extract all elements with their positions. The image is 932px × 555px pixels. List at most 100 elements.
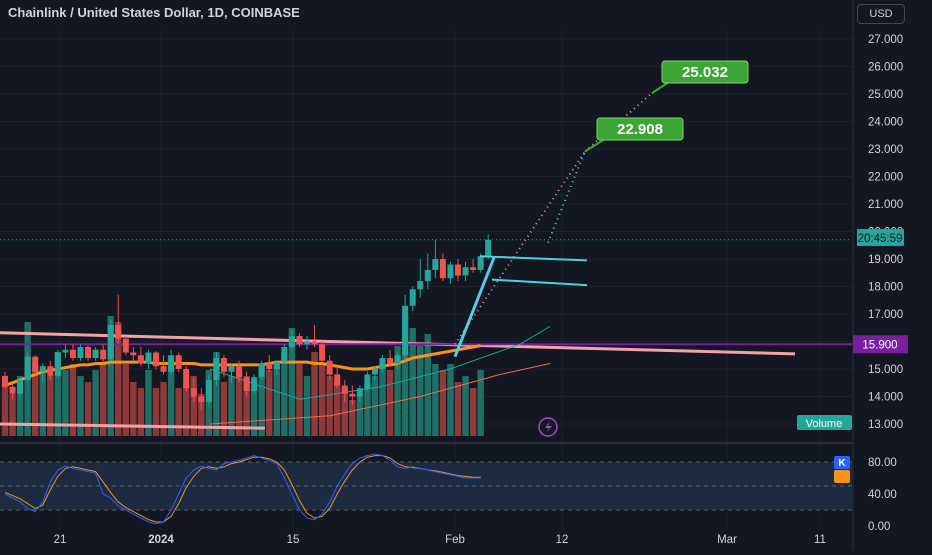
volume-bar [235,370,243,436]
candle-body [296,336,303,345]
price-axis-label: 21.000 [868,199,903,211]
candle-body [417,281,424,290]
candle-body [47,366,54,376]
volume-bar [130,382,137,436]
volume-bar [250,388,258,436]
volume-bar [84,382,92,436]
volume-bar [334,382,341,436]
candle-body [311,341,318,345]
candle-body [220,358,227,372]
volume-bar [167,364,175,436]
candle-body [198,396,205,402]
target-label-box [596,117,684,141]
candle-body [394,355,401,364]
price-axis-label: 17.000 [868,309,903,321]
volume-bar [409,328,416,436]
candle-body [258,363,265,378]
time-axis-label: Mar [717,534,737,546]
candle-body [85,347,92,358]
oscillator-d-tag [834,470,850,483]
oscillator-d-line [4,455,481,523]
volume-bar [77,376,84,436]
candle-body [228,366,235,372]
candle-body [54,352,61,376]
volume-bar [341,388,348,436]
volume-bar [447,364,454,436]
projection-line-cyan [547,151,586,243]
price-axis-label: 13.000 [868,419,903,431]
candle-body [266,363,273,369]
candle-body [349,393,356,397]
candle-body [439,259,446,279]
volume-bar [462,376,469,436]
candle-body [387,358,394,364]
candle-body [236,366,243,378]
currency-button[interactable]: USD [857,4,905,24]
level-tag-text: 15.900 [862,339,897,351]
candle-body [281,347,288,363]
candle-body [447,264,454,279]
candle-body [334,374,341,386]
target-label-text: 22.908 [617,121,663,138]
volume-bar [39,370,46,436]
time-axis-label: Feb [445,534,465,546]
time-axis-label: 12 [556,534,569,546]
volume-bar [92,370,99,436]
candle-body [213,358,220,380]
volume-bar [122,364,129,436]
candle-body [477,256,484,270]
candle-body [168,355,175,372]
volume-bar [99,364,107,436]
oscillator-k-line [4,453,481,525]
target-label-text: 25.032 [682,64,728,81]
ma-line-orange [4,344,481,387]
candle-body [485,239,492,257]
candle-body [356,388,363,397]
volume-bar [266,370,273,436]
candle-body [371,369,378,375]
candle-body [175,355,182,369]
candle-body [455,264,461,276]
flagpole-line [453,257,496,358]
candle-body [183,369,190,389]
volume-bar [198,394,205,436]
volume-bar [454,382,462,436]
volume-bar [1,382,9,436]
volume-bar [16,376,24,436]
volume-bar [432,364,439,436]
candle-body [122,338,129,353]
price-axis-label: 14.000 [868,392,903,404]
candle-body [326,360,333,375]
price-axis-label: 18.000 [868,282,903,294]
volume-bar [54,352,62,436]
candle-body [92,349,99,358]
volume-bar [190,376,197,436]
volume-bar [394,346,401,436]
price-axis-label: 26.000 [868,62,903,74]
lightning-icon-glyph [545,421,552,433]
volume-bar [145,370,152,436]
last-price-timer: 20:45:59 [858,233,903,245]
trendline-lower [0,422,266,430]
candle-body [107,325,114,360]
candle-body [190,388,197,397]
candle-body [364,374,371,389]
candle-body [130,352,137,356]
candle-body [288,336,295,347]
volume-bar [469,388,477,436]
candle-body [39,366,46,372]
candle-body [153,352,159,367]
oscillator-k-tag-text: K [838,458,846,469]
candle-body [100,349,107,360]
candle-body [69,349,76,358]
volume-bar [175,388,182,436]
volume-bar [318,364,326,436]
volume-bar [439,370,447,436]
volume-bar [115,322,122,436]
price-axis-label: 22.000 [868,172,903,184]
candle-body [341,385,348,394]
candle-body [145,352,152,364]
volume-bar [160,382,167,436]
flag-lower-line [491,278,588,287]
